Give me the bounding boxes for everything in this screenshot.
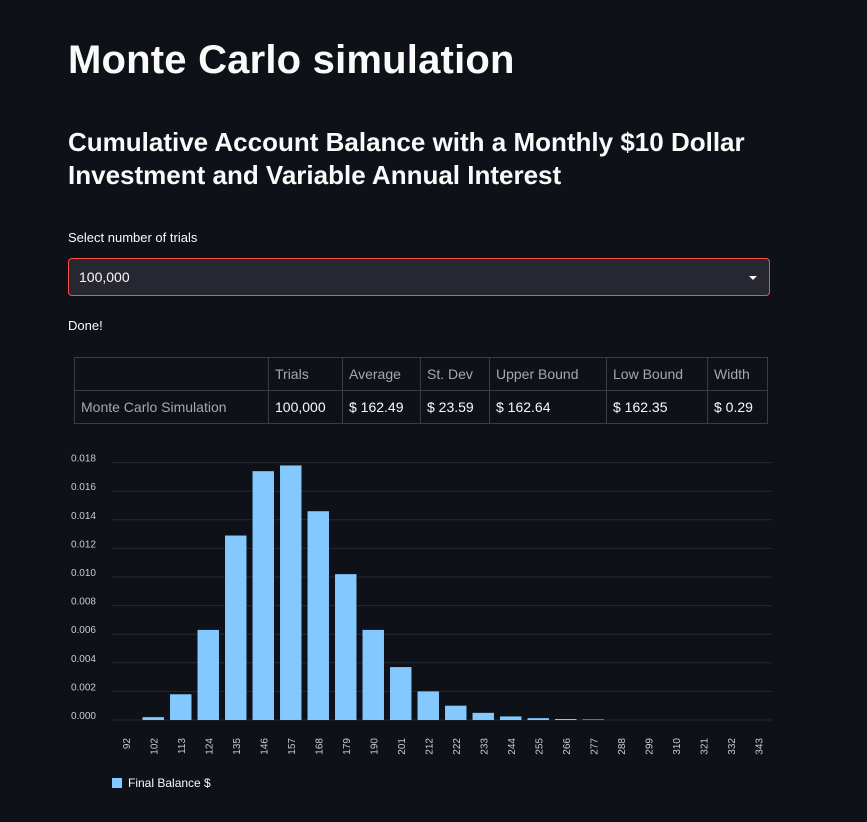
x-tick-label: 212	[424, 738, 435, 755]
x-tick-label: 310	[672, 738, 683, 755]
histogram-bar	[472, 712, 494, 720]
y-tick-label: 0.000	[71, 711, 96, 722]
table-cell: 100,000	[268, 390, 343, 424]
histogram-bar	[417, 691, 439, 720]
histogram-bar	[582, 719, 604, 720]
x-tick-label: 266	[562, 738, 573, 755]
x-tick-label: 288	[617, 738, 628, 755]
y-tick-label: 0.014	[71, 511, 96, 522]
x-tick-label: 190	[369, 738, 380, 755]
y-tick-label: 0.016	[71, 482, 96, 493]
trials-select[interactable]: 100,000	[68, 258, 770, 296]
x-tick-label: 157	[287, 738, 298, 755]
page-subtitle: Cumulative Account Balance with a Monthl…	[68, 127, 745, 190]
table-header-cell: Trials	[268, 357, 343, 391]
x-tick-label: 244	[507, 738, 518, 755]
x-tick-label: 92	[122, 738, 133, 750]
page-title: Monte Carlo simulation	[68, 38, 515, 82]
x-tick-label: 343	[754, 738, 765, 755]
histogram-bar	[142, 717, 164, 720]
histogram-bar	[197, 629, 219, 720]
x-tick-label: 102	[149, 738, 160, 755]
x-tick-label: 255	[534, 738, 545, 755]
x-tick-label: 299	[644, 738, 655, 755]
histogram-bar	[307, 511, 329, 720]
table-row: Monte Carlo Simulation 100,000 $ 162.49 …	[74, 390, 768, 424]
x-tick-label: 168	[314, 738, 325, 755]
y-tick-label: 0.006	[71, 625, 96, 636]
legend-label: Final Balance $	[128, 776, 211, 790]
table-header-cell: Average	[342, 357, 421, 391]
x-tick-label: 113	[177, 738, 188, 754]
x-tick-label: 233	[479, 738, 490, 755]
histogram-bar	[555, 718, 577, 720]
x-tick-label: 332	[727, 738, 738, 755]
histogram-bar	[390, 667, 412, 720]
y-tick-label: 0.012	[71, 539, 96, 550]
chevron-down-icon[interactable]	[749, 276, 757, 280]
histogram-bar	[335, 574, 357, 720]
x-tick-label: 201	[397, 738, 408, 755]
histogram-bar	[445, 705, 467, 720]
table-header-cell: St. Dev	[420, 357, 490, 391]
y-tick-label: 0.010	[71, 568, 96, 579]
histogram-bar	[252, 471, 274, 720]
table-header-cell	[74, 357, 269, 391]
table-cell: $ 0.29	[707, 390, 768, 424]
x-tick-label: 222	[452, 738, 463, 755]
table-header-cell: Width	[707, 357, 768, 391]
x-tick-label: 277	[589, 738, 600, 755]
table-header-cell: Low Bound	[606, 357, 708, 391]
status-text: Done!	[68, 318, 103, 333]
table-header-row: Trials Average St. Dev Upper Bound Low B…	[74, 357, 768, 391]
histogram-bar	[527, 718, 549, 720]
y-tick-label: 0.002	[71, 682, 96, 693]
x-tick-label: 124	[204, 738, 215, 755]
y-tick-label: 0.008	[71, 597, 96, 608]
table-cell: $ 162.49	[342, 390, 421, 424]
table-cell: Monte Carlo Simulation	[74, 390, 269, 424]
results-table: Trials Average St. Dev Upper Bound Low B…	[74, 357, 768, 424]
y-tick-label: 0.018	[71, 454, 96, 465]
histogram-chart: 0.000 0.002 0.004 0.006 0.008 0.010 0.012 0.014…	[71, 454, 772, 755]
histogram-bar	[170, 694, 192, 720]
table-cell: $ 23.59	[420, 390, 490, 424]
y-tick-label: 0.004	[71, 654, 96, 665]
histogram-bar	[500, 716, 522, 720]
chart-legend: Final Balance $	[112, 776, 211, 790]
trials-select-label: Select number of trials	[68, 230, 198, 245]
x-tick-label: 146	[259, 738, 270, 755]
table-header-cell: Upper Bound	[489, 357, 607, 391]
histogram-bar	[280, 465, 302, 720]
histogram-bar	[362, 629, 384, 720]
histogram-bar	[225, 535, 247, 720]
table-cell: $ 162.35	[606, 390, 708, 424]
x-tick-label: 321	[699, 738, 710, 755]
x-tick-label: 179	[342, 738, 353, 755]
trials-select-value: 100,000	[79, 269, 130, 285]
legend-swatch	[112, 778, 122, 788]
x-tick-label: 135	[232, 738, 243, 755]
table-cell: $ 162.64	[489, 390, 607, 424]
